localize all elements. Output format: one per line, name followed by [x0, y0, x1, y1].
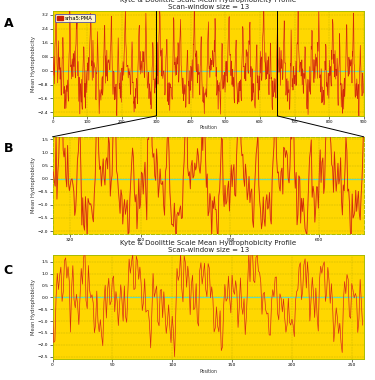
Y-axis label: Mean Hydrophobicity: Mean Hydrophobicity — [32, 36, 36, 92]
X-axis label: Position: Position — [199, 369, 217, 374]
Text: B: B — [4, 142, 13, 155]
Title: Kyte & Doolittle Scale Mean Hydrophobicity Profile
Scan-window size = 13: Kyte & Doolittle Scale Mean Hydrophobici… — [120, 0, 296, 10]
Title: Kyte & Doolittle Scale Mean Hydrophobicity Profile
Scan-window size = 13: Kyte & Doolittle Scale Mean Hydrophobici… — [120, 240, 296, 253]
Y-axis label: Mean Hydrophobicity: Mean Hydrophobicity — [32, 157, 36, 213]
Y-axis label: Mean Hydrophobicity: Mean Hydrophobicity — [32, 279, 36, 335]
X-axis label: Position: Position — [199, 125, 217, 130]
Legend: srha5:PMA: srha5:PMA — [55, 14, 94, 22]
Text: C: C — [4, 264, 13, 277]
Text: A: A — [4, 17, 13, 30]
